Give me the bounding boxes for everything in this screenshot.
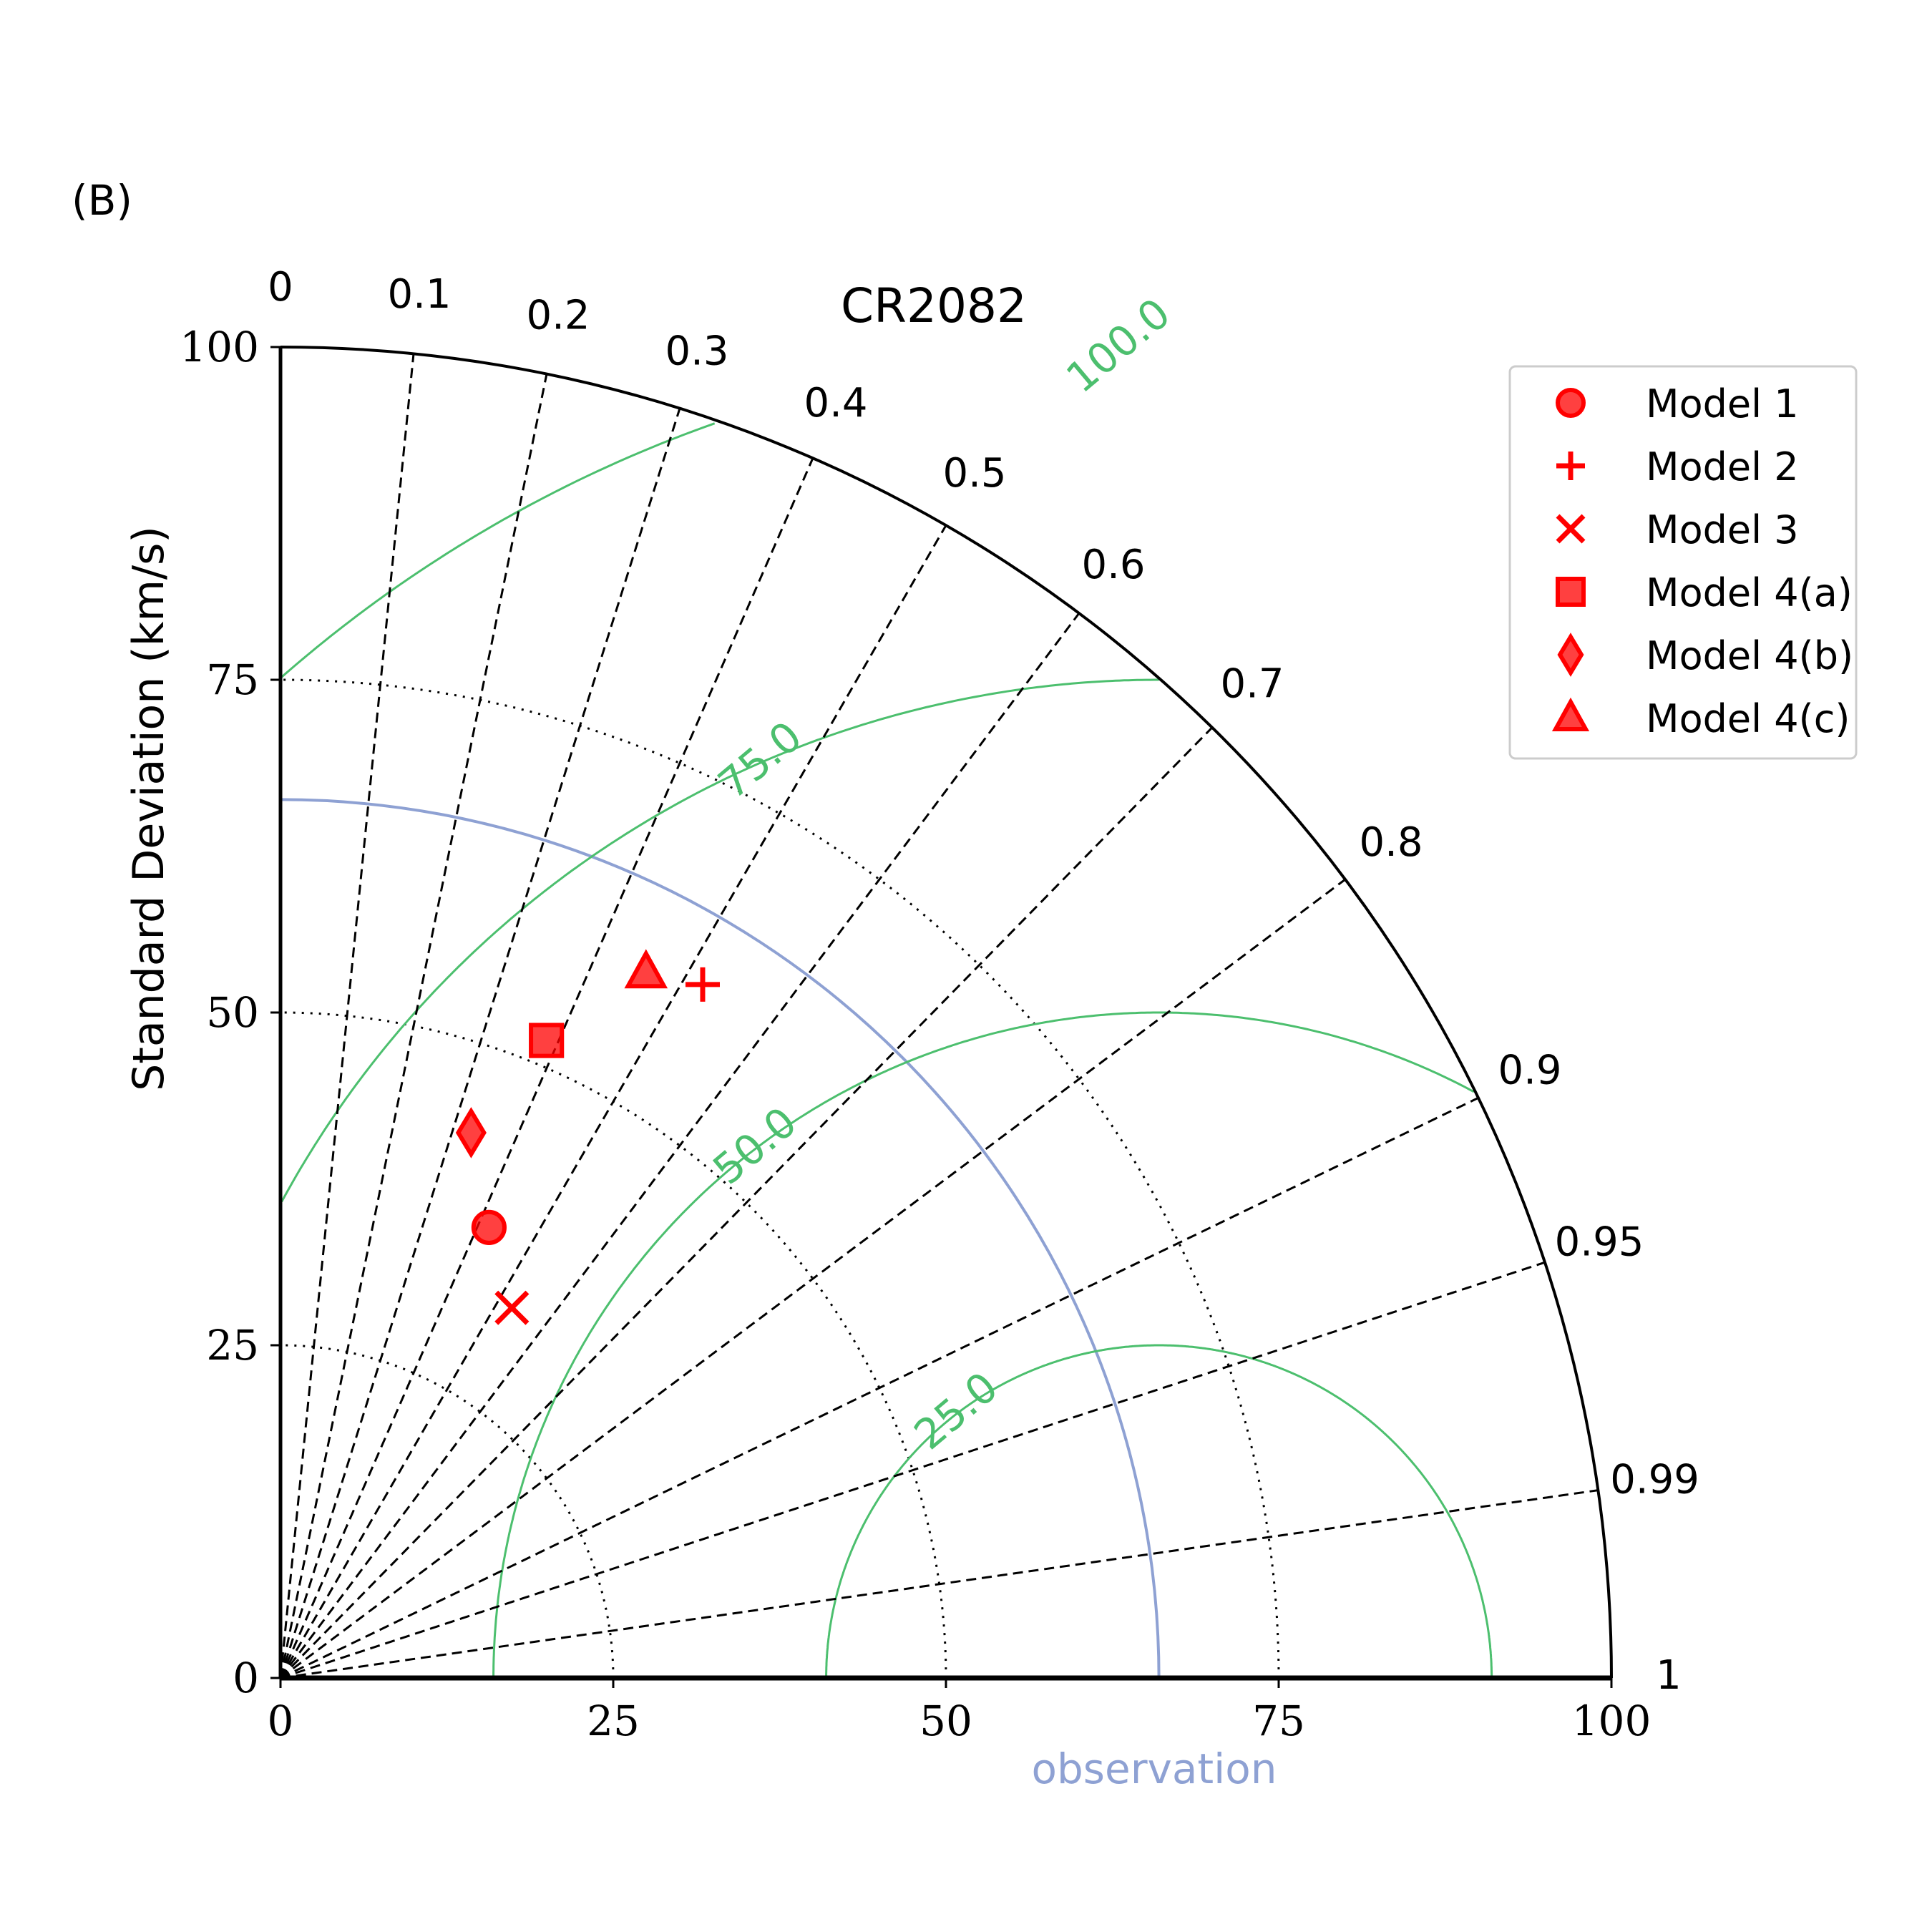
legend-label: Model 3: [1646, 507, 1799, 552]
point-model-3: [494, 1290, 530, 1325]
correlation-tick-label: 0: [268, 264, 293, 311]
point-model-4-a: [529, 1023, 565, 1058]
correlation-tick-label: 0.8: [1359, 819, 1423, 866]
correlation-ray-0.8: [280, 878, 1346, 1679]
legend-marker-model-2: [1556, 452, 1585, 480]
legend-label: Model 1: [1646, 381, 1799, 426]
y-tick-label: 75: [206, 655, 259, 704]
rms-contour-50.0: [492, 1011, 1475, 1678]
x-tick-label: 100: [1572, 1697, 1652, 1745]
observation-label: observation: [1031, 1745, 1277, 1793]
legend: Model 1 Model 2 Model 3 Model 4(a) Model 4(b…: [1508, 365, 1858, 760]
correlation-tick-label: 0.7: [1220, 661, 1284, 708]
correlation-ray-0.3: [279, 408, 681, 1679]
correlation-ray-0.99: [280, 1489, 1599, 1679]
legend-marker-model-4-a: [1556, 577, 1586, 607]
x-tick-label: 75: [1252, 1697, 1305, 1745]
legend-label: Model 4(c): [1646, 696, 1850, 741]
correlation-tick-label: 0.95: [1555, 1219, 1644, 1265]
axes-frame: [278, 346, 1613, 1681]
legend-marker-model-1: [1556, 388, 1586, 418]
point-model-4-b: [455, 1107, 487, 1158]
observation-arc: [280, 798, 1161, 1679]
std-gridline-25: [280, 1344, 615, 1679]
correlation-ray-0.1: [279, 353, 415, 1679]
correlation-tick-label: 0.1: [387, 271, 451, 318]
correlation-ray-0.7: [279, 726, 1214, 1679]
outer-arc: [280, 346, 1613, 1679]
legend-marker-model-3: [1556, 514, 1586, 544]
correlation-tick-label: 0.2: [526, 292, 590, 338]
model-points: [455, 949, 720, 1325]
observation-arc-group: [280, 798, 1161, 1679]
std-gridline-75: [280, 678, 1280, 1679]
chart-title: CR2082: [841, 278, 1027, 333]
legend-label: Model 4(a): [1646, 570, 1853, 615]
panel-label: (B): [72, 176, 132, 225]
rms-contour-100.0: [280, 422, 716, 678]
point-model-2: [685, 967, 720, 1002]
correlation-tick-label: 0.6: [1081, 542, 1145, 588]
correlation-tick-label: 0.5: [942, 450, 1006, 497]
rms-label-100.0: 100.0: [1057, 288, 1179, 402]
y-tick-label: 25: [206, 1321, 259, 1370]
rms-contour-25.0: [825, 1344, 1493, 1678]
rms-label-75.0: 75.0: [709, 712, 811, 809]
correlation-ray-0.5: [279, 525, 947, 1679]
correlation-tick-label: 0.9: [1498, 1048, 1561, 1094]
legend-label: Model 4(b): [1646, 633, 1853, 678]
legend-marker-model-4-c: [1551, 697, 1590, 731]
point-model-4-c: [624, 949, 668, 989]
correlation-ray-0.4: [279, 457, 814, 1679]
legend-box: [1508, 365, 1858, 760]
y-axis-label: Standard Deviation (km/s): [124, 526, 174, 1091]
correlation-tick-label: 1: [1656, 1652, 1682, 1699]
x-tick-label: 50: [919, 1697, 972, 1745]
legend-marker-model-4-b: [1557, 633, 1584, 677]
correlation-ray-0.9: [280, 1096, 1479, 1679]
x-tick-label: 0: [268, 1697, 294, 1745]
correlation-ray-0.6: [279, 613, 1080, 1679]
y-tick-label: 50: [206, 988, 259, 1037]
y-tick-label: 0: [233, 1654, 259, 1702]
legend-label: Model 2: [1646, 444, 1799, 489]
std-gridline-50: [280, 1011, 947, 1679]
x-tick-label: 25: [587, 1697, 640, 1745]
correlation-tick-label: 0.4: [804, 380, 867, 426]
correlation-rays: [279, 353, 1599, 1679]
y-tick-label: 100: [180, 323, 259, 371]
point-model-1: [471, 1209, 507, 1245]
correlation-ray-0.95: [280, 1261, 1546, 1679]
correlation-tick-label: 0.3: [665, 328, 728, 374]
correlation-tick-label: 0.99: [1610, 1456, 1699, 1503]
correlation-ray-0.2: [279, 374, 548, 1679]
std-gridlines: [280, 678, 1280, 1679]
rms-contour-75.0: [280, 678, 1159, 1203]
